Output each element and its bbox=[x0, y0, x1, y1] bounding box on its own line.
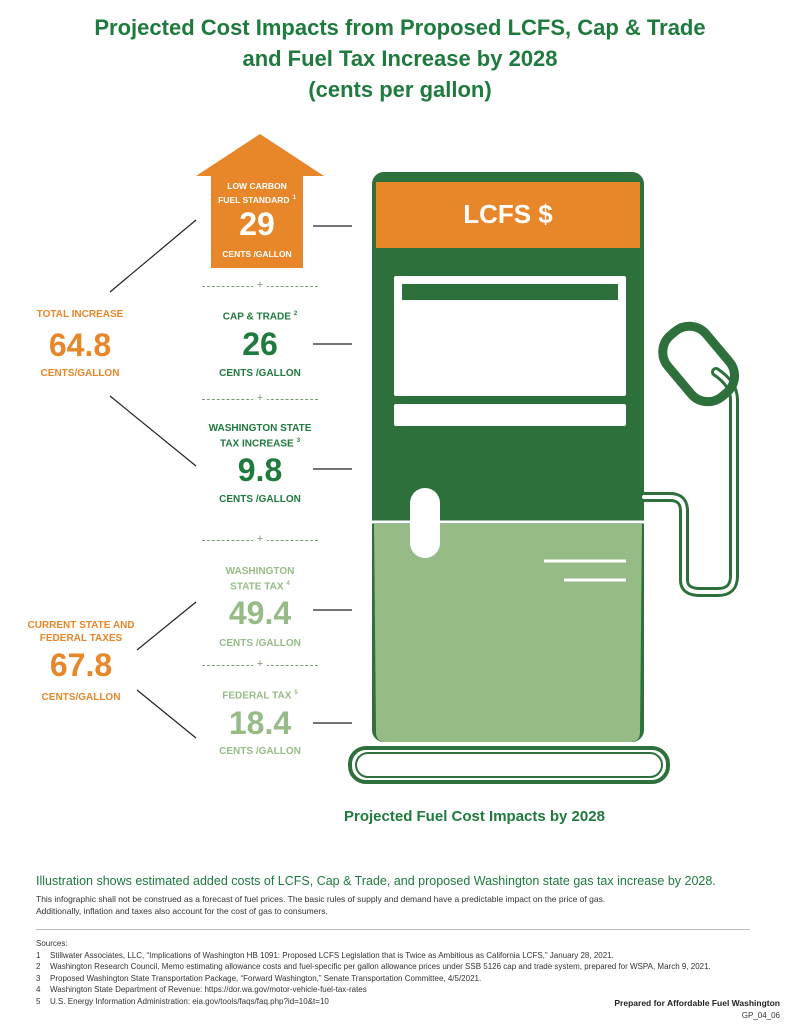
cap-trade-value: 26 bbox=[242, 326, 278, 362]
wa-state-tax-ref: 4 bbox=[286, 581, 290, 587]
separator: + bbox=[202, 533, 318, 545]
source-num: 1 bbox=[36, 950, 41, 960]
total-increase-unit: CENTS/GALLON bbox=[40, 368, 120, 379]
source-text: Washington State Department of Revenue: … bbox=[50, 985, 367, 994]
wa-state-tax-value: 49.4 bbox=[228, 595, 292, 631]
wa-state-tax-label-line-1: WASHINGTON bbox=[225, 566, 295, 577]
wa-increase-value: 9.8 bbox=[237, 452, 283, 488]
illustration-note: Illustration shows estimated added costs… bbox=[36, 874, 716, 888]
document-code: GP_04_06 bbox=[741, 1011, 780, 1020]
lcfs-label-line-2: FUEL STANDARD bbox=[218, 194, 290, 205]
wa-state-tax-label: WASHINGTON STATE TAX 4 bbox=[180, 565, 340, 593]
pump-fuel-level bbox=[374, 524, 642, 742]
federal-tax-unit: CENTS /GALLON bbox=[219, 746, 301, 757]
source-text: Proposed Washington State Transportation… bbox=[50, 973, 482, 983]
disclaimer: This infographic shall not be construed … bbox=[36, 893, 766, 917]
pump-screen-bar bbox=[402, 284, 618, 300]
source-item: 3 Proposed Washington State Transportatio… bbox=[36, 973, 756, 985]
prepared-for: Prepared for Affordable Fuel Washington bbox=[614, 998, 780, 1008]
pump-hose bbox=[639, 367, 739, 597]
sources-heading: Sources: bbox=[36, 939, 68, 948]
wa-increase-label: WASHINGTON STATE TAX INCREASE 3 bbox=[180, 422, 340, 450]
source-text: U.S. Energy Information Administration: … bbox=[50, 996, 329, 1006]
wa-increase-ref: 3 bbox=[296, 438, 301, 444]
lcfs-ref: 1 bbox=[292, 195, 296, 201]
separator: + bbox=[202, 392, 318, 404]
federal-tax-value: 18.4 bbox=[228, 705, 292, 741]
source-text: Washington Research Council, Memo estima… bbox=[50, 962, 711, 971]
lcfs-label: LOW CARBON FUEL STANDARD 1 bbox=[211, 180, 303, 206]
cap-trade-label-text: CAP & TRADE bbox=[222, 311, 291, 323]
title-line-2: and Fuel Tax Increase by 2028 bbox=[242, 46, 558, 71]
divider bbox=[36, 929, 750, 930]
lcfs-label-line-1: LOW CARBON bbox=[227, 181, 287, 191]
current-taxes-unit: CENTS/GALLON bbox=[41, 692, 121, 703]
total-increase-value: 64.8 bbox=[48, 327, 112, 363]
lcfs-value: 29 bbox=[239, 206, 275, 242]
source-num: 4 bbox=[36, 985, 41, 994]
source-num: 3 bbox=[36, 973, 41, 983]
title-line-1: Projected Cost Impacts from Proposed LCF… bbox=[94, 15, 706, 40]
federal-tax-ref: 5 bbox=[294, 690, 298, 696]
disclaimer-line-1: This infographic shall not be construed … bbox=[36, 894, 606, 904]
current-taxes-label-line-1: CURRENT STATE AND bbox=[27, 620, 135, 631]
federal-tax-label: FEDERAL TAX 5 bbox=[180, 687, 340, 702]
pump-base bbox=[348, 746, 670, 784]
cap-trade-ref: 2 bbox=[293, 311, 298, 317]
lcfs-unit: CENTS /GALLON bbox=[222, 249, 292, 259]
source-item: 2 Washington Research Council, Memo estim… bbox=[36, 961, 756, 973]
current-taxes-label-line-2: FEDERAL TAXES bbox=[39, 633, 123, 644]
cap-trade-unit: CENTS /GALLON bbox=[219, 368, 301, 379]
wa-increase-label-line-2: TAX INCREASE bbox=[219, 438, 294, 450]
wa-state-tax-label-line-2: STATE TAX bbox=[230, 581, 284, 593]
federal-tax-label-text: FEDERAL TAX bbox=[222, 690, 292, 702]
bracket-total-top bbox=[109, 219, 197, 293]
source-item: 5 U.S. Energy Information Administration:… bbox=[36, 996, 756, 1008]
source-text: Stillwater Associates, LLC, “Implication… bbox=[50, 950, 614, 960]
lcfs-panel bbox=[376, 182, 640, 248]
disclaimer-line-2: Additionally, inflation and taxes also a… bbox=[36, 906, 328, 916]
separator: + bbox=[202, 658, 318, 670]
wa-increase-label-line-1: WASHINGTON STATE bbox=[208, 423, 312, 434]
page-title: Projected Cost Impacts from Proposed LCF… bbox=[0, 12, 800, 105]
pump-caption-text: Projected Fuel Cost Impacts by 2028 bbox=[344, 808, 605, 825]
source-num: 5 bbox=[36, 996, 41, 1006]
sources-list: Sources: 1 Stillwater Associates, LLC, “I… bbox=[36, 938, 756, 1007]
source-item: 4 Washington State Department of Revenue:… bbox=[36, 984, 756, 996]
bracket-current-bottom bbox=[136, 689, 197, 739]
pump-display-slot bbox=[394, 404, 626, 426]
lcfs-up-arrow bbox=[196, 134, 324, 268]
pump-nozzle bbox=[658, 321, 739, 407]
pump-screen bbox=[394, 276, 626, 396]
bracket-total-bottom bbox=[109, 395, 197, 467]
source-num: 2 bbox=[36, 962, 41, 971]
source-item: 1 Stillwater Associates, LLC, “Implicatio… bbox=[36, 950, 756, 962]
total-increase-label: TOTAL INCREASE bbox=[36, 309, 124, 320]
separator: + bbox=[202, 279, 318, 291]
nozzle-holster bbox=[410, 488, 440, 558]
bracket-current-top bbox=[136, 601, 197, 651]
title-line-3: (cents per gallon) bbox=[308, 77, 492, 102]
current-taxes-value: 67.8 bbox=[49, 647, 113, 683]
wa-state-tax-unit: CENTS /GALLON bbox=[219, 638, 301, 649]
wa-increase-unit: CENTS /GALLON bbox=[219, 494, 301, 505]
lcfs-panel-label: LCFS $ bbox=[463, 199, 553, 229]
current-taxes-label: CURRENT STATE AND FEDERAL TAXES bbox=[6, 619, 156, 645]
cap-trade-label: CAP & TRADE 2 bbox=[190, 308, 330, 323]
